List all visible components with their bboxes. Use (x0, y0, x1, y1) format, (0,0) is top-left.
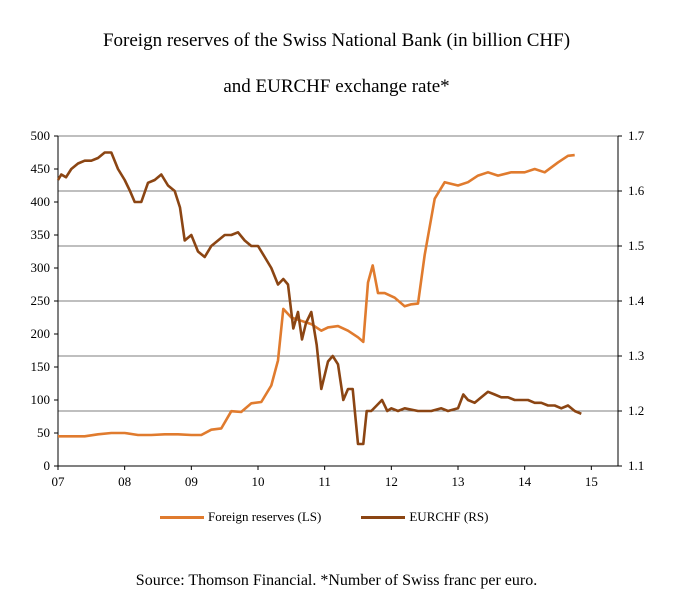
y-left-tick-label-400: 400 (31, 194, 51, 209)
x-tick-label-11: 11 (318, 474, 331, 489)
y-left-tick-label-50: 50 (37, 425, 50, 440)
chart-title-line-2: and EURCHF exchange rate* (223, 76, 450, 97)
y-left-tick-label-100: 100 (31, 392, 51, 407)
chart-legend: Foreign reserves (LS) EURCHF (RS) (160, 509, 488, 525)
x-tick-label-07: 07 (52, 474, 66, 489)
series-line-eurchf (56, 151, 582, 446)
y-left-tick-label-300: 300 (31, 260, 51, 275)
y-left-tick-label-150: 150 (31, 359, 51, 374)
x-tick-label-14: 14 (518, 474, 532, 489)
y-right-tick-label-1.4: 1.4 (628, 293, 645, 308)
x-tick-label-08: 08 (118, 474, 131, 489)
y-left-tick-label-500: 500 (31, 128, 51, 143)
x-tick-label-12: 12 (385, 474, 398, 489)
y-right-tick-label-1.3: 1.3 (628, 348, 644, 363)
legend-item-reserves: Foreign reserves (LS) (160, 509, 321, 525)
y-right-tick-label-1.1: 1.1 (628, 458, 644, 473)
y-left-tick-label-200: 200 (31, 326, 51, 341)
legend-label-eurchf: EURCHF (RS) (409, 509, 489, 524)
y-right-tick-label-1.7: 1.7 (628, 128, 645, 143)
legend-swatch-eurchf (361, 515, 406, 519)
chart-svg: 0 50 100 150 200 250 300 350 400 450 500 1.1 1.2 1.3 1… (31, 128, 645, 489)
y-right-tick-label-1.2: 1.2 (628, 403, 644, 418)
y-right-tick-label-1.6: 1.6 (628, 183, 645, 198)
x-tick-label-15: 15 (585, 474, 598, 489)
chart-source-note: Source: Thomson Financial. *Number of Sw… (135, 572, 538, 589)
legend-label-reserves: Foreign reserves (LS) (208, 509, 322, 524)
x-tick-label-10: 10 (252, 474, 265, 489)
x-tick-label-13: 13 (452, 474, 465, 489)
x-tick-label-09: 09 (185, 474, 198, 489)
y-right-tick-label-1.5: 1.5 (628, 238, 644, 253)
y-left-tick-label-0: 0 (44, 458, 51, 473)
legend-item-eurchf: EURCHF (RS) (361, 509, 488, 525)
legend-swatch-reserves (160, 515, 204, 519)
y-left-tick-label-350: 350 (31, 227, 51, 242)
series-line-foreign-reserves (58, 153, 575, 438)
chart-title-line-1: Foreign reserves of the Swiss National B… (102, 30, 571, 51)
y-left-tick-label-250: 250 (31, 293, 51, 308)
y-left-tick-label-450: 450 (31, 161, 51, 176)
